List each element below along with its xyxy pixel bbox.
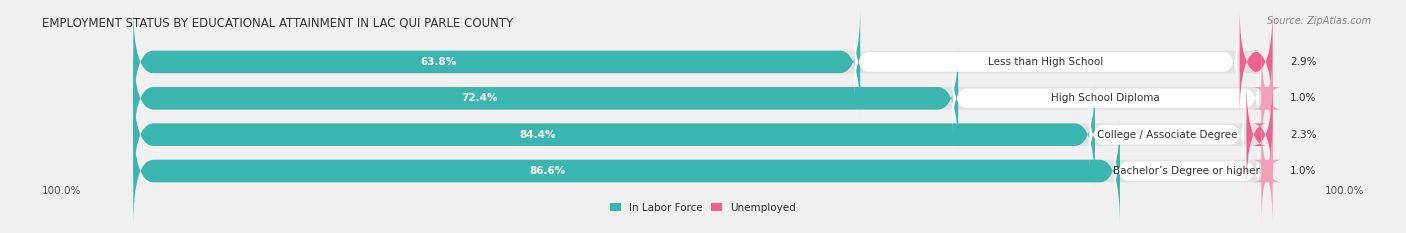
Text: 86.6%: 86.6% bbox=[530, 166, 565, 176]
FancyBboxPatch shape bbox=[1115, 137, 1258, 205]
FancyBboxPatch shape bbox=[134, 80, 1272, 189]
Text: College / Associate Degree: College / Associate Degree bbox=[1097, 130, 1237, 140]
FancyBboxPatch shape bbox=[134, 80, 1095, 189]
Text: 100.0%: 100.0% bbox=[42, 186, 82, 196]
FancyBboxPatch shape bbox=[1253, 117, 1282, 225]
FancyBboxPatch shape bbox=[1253, 44, 1282, 153]
Text: Source: ZipAtlas.com: Source: ZipAtlas.com bbox=[1267, 16, 1371, 26]
FancyBboxPatch shape bbox=[134, 117, 1272, 225]
Text: 63.8%: 63.8% bbox=[420, 57, 457, 67]
Legend: In Labor Force, Unemployed: In Labor Force, Unemployed bbox=[610, 203, 796, 213]
FancyBboxPatch shape bbox=[1090, 101, 1244, 168]
Text: 84.4%: 84.4% bbox=[519, 130, 555, 140]
FancyBboxPatch shape bbox=[134, 117, 1121, 225]
Text: EMPLOYMENT STATUS BY EDUCATIONAL ATTAINMENT IN LAC QUI PARLE COUNTY: EMPLOYMENT STATUS BY EDUCATIONAL ATTAINM… bbox=[42, 16, 513, 29]
FancyBboxPatch shape bbox=[134, 8, 1272, 116]
FancyBboxPatch shape bbox=[952, 65, 1258, 132]
Text: 1.0%: 1.0% bbox=[1289, 93, 1316, 103]
Text: High School Diploma: High School Diploma bbox=[1052, 93, 1160, 103]
FancyBboxPatch shape bbox=[134, 44, 1272, 153]
Text: 1.0%: 1.0% bbox=[1289, 166, 1316, 176]
Text: 72.4%: 72.4% bbox=[461, 93, 498, 103]
FancyBboxPatch shape bbox=[134, 44, 959, 153]
FancyBboxPatch shape bbox=[1240, 8, 1272, 116]
FancyBboxPatch shape bbox=[855, 28, 1237, 96]
FancyBboxPatch shape bbox=[1247, 80, 1272, 189]
Text: 2.3%: 2.3% bbox=[1289, 130, 1316, 140]
Text: Less than High School: Less than High School bbox=[988, 57, 1104, 67]
Text: Bachelor’s Degree or higher: Bachelor’s Degree or higher bbox=[1114, 166, 1260, 176]
FancyBboxPatch shape bbox=[134, 8, 860, 116]
Text: 2.9%: 2.9% bbox=[1289, 57, 1316, 67]
Text: 100.0%: 100.0% bbox=[1324, 186, 1364, 196]
